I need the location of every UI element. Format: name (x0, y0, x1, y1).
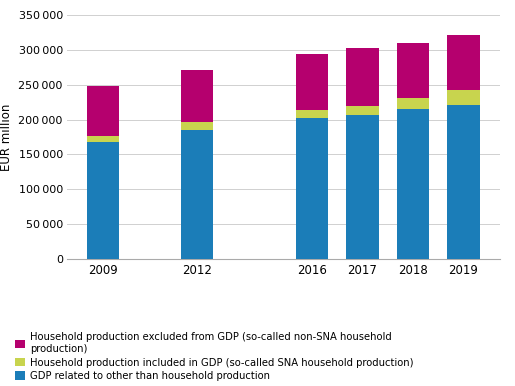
Bar (447, 35, 479, 90)
Y-axis label: EUR million: EUR million (0, 103, 13, 171)
Bar (296, 54, 328, 110)
Bar (87, 142, 119, 259)
Bar (296, 110, 328, 118)
Bar (180, 130, 213, 259)
Bar (447, 90, 479, 105)
Bar (296, 118, 328, 259)
Bar (87, 135, 119, 142)
Bar (346, 115, 379, 259)
Bar (397, 109, 429, 259)
Bar (397, 43, 429, 98)
Bar (447, 105, 479, 259)
Bar (87, 86, 119, 135)
Bar (180, 69, 213, 122)
Bar (397, 98, 429, 109)
Bar (346, 48, 379, 106)
Bar (180, 122, 213, 130)
Legend: Household production excluded from GDP (so-called non-SNA household
production),: Household production excluded from GDP (… (15, 332, 414, 381)
Bar (346, 106, 379, 115)
